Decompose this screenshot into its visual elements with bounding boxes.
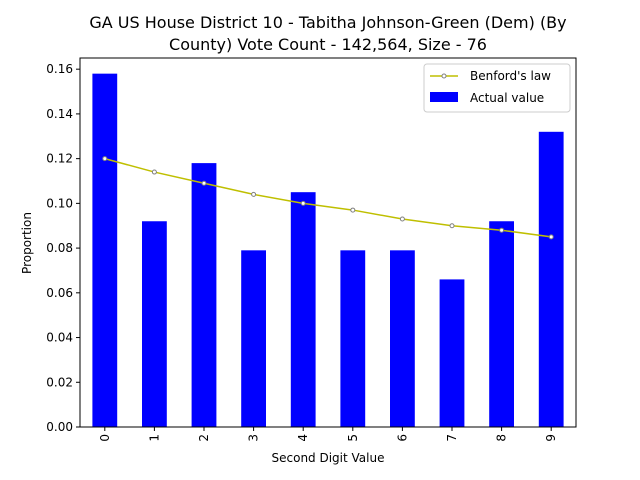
benford-point-0 [102,156,108,162]
benford-point-7 [449,223,455,229]
y-tick-label: 0.06 [46,286,73,300]
y-tick-label: 0.02 [46,375,73,389]
x-axis-label: Second Digit Value [272,451,385,465]
benford-line [104,157,552,238]
bar-4 [290,192,316,427]
x-tick-label: 1 [147,434,161,442]
y-tick-label: 0.10 [46,196,73,210]
benford-point-3 [251,191,257,197]
bar-1 [142,221,167,427]
y-axis-label: Proportion [20,212,34,274]
bar-9 [538,131,564,428]
benford-point-6 [399,216,405,222]
bar-series [92,73,564,428]
y-tick-label: 0.12 [46,152,73,166]
x-tick-label: 9 [544,434,558,442]
bar-7 [439,279,465,427]
chart-title-line-2: County) Vote Count - 142,564, Size - 76 [169,35,487,54]
legend-label-benford: Benford's law [470,69,551,83]
plot-frame [79,57,577,428]
x-tick-label: 8 [495,434,509,442]
benford-point-1 [151,169,157,175]
bar-8 [489,221,514,427]
x-axis: 0 1 2 3 4 5 6 7 8 9 [98,427,558,442]
legend: Benford's law Actual value [423,63,571,113]
x-tick-label: 0 [98,434,112,442]
legend-line-marker [441,73,447,79]
benford-point-9 [548,234,554,240]
chart-title-line-1: GA US House District 10 - Tabitha Johnso… [89,13,566,32]
legend-label-actual: Actual value [470,91,544,105]
benford-point-4 [300,200,306,206]
benford-point-8 [499,227,505,233]
x-tick-label: 4 [296,434,310,442]
x-tick-label: 7 [445,434,459,442]
x-tick-label: 6 [395,434,409,442]
y-tick-label: 0.00 [46,420,73,434]
bar-2 [191,163,217,428]
x-tick-label: 2 [197,434,211,442]
y-tick-label: 0.16 [46,62,73,76]
y-tick-label: 0.04 [46,331,73,345]
x-tick-label: 3 [247,434,261,442]
benford-point-2 [201,180,207,186]
x-tick-label: 5 [346,434,360,442]
y-tick-label: 0.08 [46,241,73,255]
benford-point-5 [350,207,356,213]
bar-6 [390,250,415,427]
y-axis: 0.00 0.02 0.04 0.06 0.08 0.10 0.12 0.14 0.16 [46,62,80,434]
legend-bar-swatch [430,92,458,102]
legend-frame [423,63,571,113]
benford-line-series [102,156,554,240]
bar-0 [92,73,118,428]
bar-3 [241,250,266,427]
y-tick-label: 0.14 [46,107,73,121]
bar-5 [340,250,366,427]
